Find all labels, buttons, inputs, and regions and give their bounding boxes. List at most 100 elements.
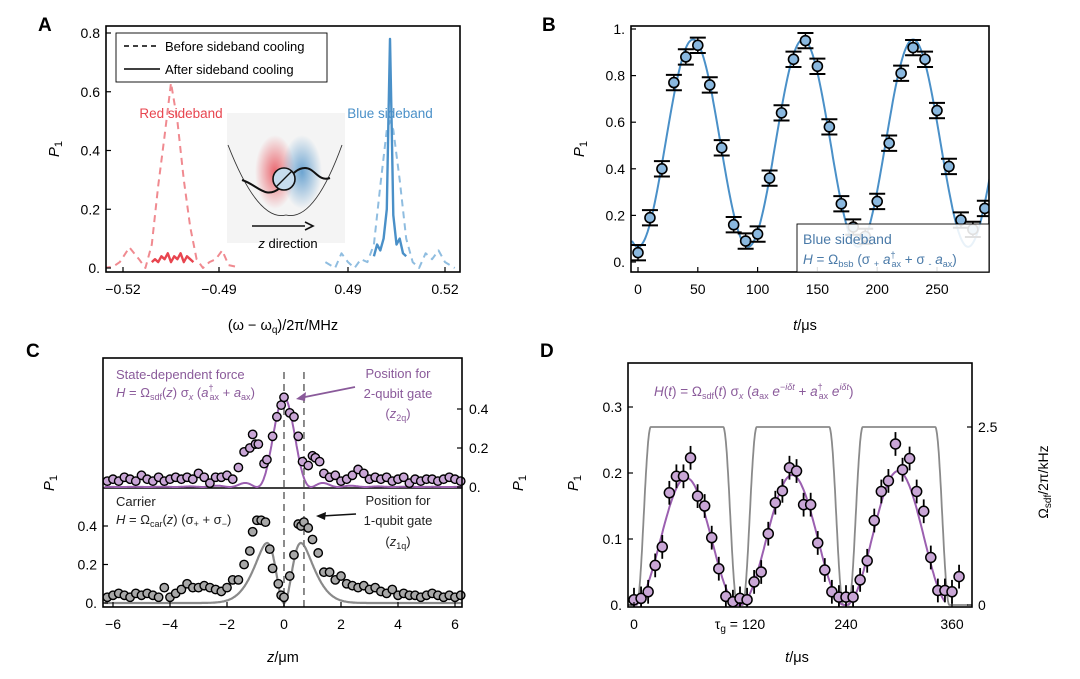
data-point [727,218,740,231]
data-point [751,228,764,240]
x-tick-label: −4 [162,616,178,632]
data-point [799,34,812,47]
carrier-data-point [159,582,170,593]
sdf-data-point [261,454,272,465]
legend-box [796,223,990,273]
z-direction-label: z direction [257,236,317,251]
sdf-formula: H = Ωsdf(z) σx (a† ax + aax) [116,383,255,402]
data-point [691,39,704,52]
red-sideband-label: Red sideband [139,106,222,121]
data-point [644,211,656,224]
data-point [811,60,824,73]
data-point [907,41,919,54]
carrier-data-point [279,592,289,603]
y-tick-label: 0. [85,595,97,611]
data-point [642,586,654,598]
panel-c-frame [102,357,463,608]
x-tick-label: 2 [337,616,345,632]
series-line-3 [372,37,408,258]
panel-b-xlabel: t/μs [793,318,817,334]
sdf-data-point [187,474,198,485]
data-point [895,67,907,80]
carrier-data-point [222,582,232,593]
z1q-arrow [321,513,357,517]
x-tick-label: 50 [690,281,706,297]
data-point [787,53,800,66]
z1q-annotation-line3: (z1q) [385,534,410,551]
x-tick-label: 0 [634,281,642,297]
arrow-head-icon [304,221,315,231]
data-point [868,514,881,527]
panel-a-series [106,37,456,269]
carrier-data-point [284,571,295,581]
y-tick-label: 0.2 [606,207,626,223]
x-tick-label: 0.49 [334,281,361,297]
panel-label-d: D [540,341,554,362]
y-tick-label: 0.2 [81,201,101,217]
sdf-data-point [358,468,369,479]
carrier-data-point [455,590,466,601]
sdf-data-point [347,470,358,481]
y-tick-label: 0. [610,597,622,613]
data-point [883,137,895,149]
x-tick-label: −2 [219,616,235,632]
z2q-annotation-line1: Position for [365,366,431,381]
panel-d-axes: 0. 0.1 0.2 0.3 0 2.5 0 τg = 120 240 360 [603,399,998,635]
x-tick-label: 0 [630,616,638,632]
legend-box [115,32,328,83]
carrier-data-point [313,548,324,558]
sdf-data-point [267,431,278,442]
y-tick-label: 0.4 [81,143,101,159]
carrier-data-point [244,546,255,556]
x-tick-label: 240 [834,616,858,632]
carrier-data-point [273,578,284,589]
sdf-data-point [303,460,314,471]
carrier-data-point [239,559,250,570]
sdf-data-point [398,472,409,483]
carrier-data-point [336,571,346,581]
panel-d-xlabel: t/μs [785,650,809,666]
data-point [854,574,866,586]
legend-title: Blue sideband [803,231,892,247]
sdf-data-point [247,429,258,440]
data-point [943,160,955,173]
panel-a-axes: 0. 0.2 0.4 0.6 0.8 −0.52 −0.49 0.49 0.52 [81,25,459,297]
data-point [691,490,704,502]
carrier-data-point [153,592,164,603]
sdf-data-point [330,470,341,481]
x-tick-label: 250 [925,281,949,297]
data-point [705,531,718,544]
panel-a-legend: Before sideband cooling After sideband c… [115,32,328,83]
sdf-data-point [253,439,264,449]
sdf-data-point [455,476,466,487]
z2q-arrow [299,386,356,399]
arrow-head-icon [316,512,326,520]
data-point [677,470,690,483]
y-tick-label-right: 0. [469,479,481,495]
sdf-data-point [289,411,299,422]
carrier-data-point [264,544,275,554]
sdf-title: State-dependent force [116,367,245,382]
data-point [775,107,788,119]
data-point [715,142,728,154]
z2q-annotation-line2: 2-qubit gate [364,386,433,401]
data-point [889,438,902,450]
data-point [762,527,775,540]
carrier-data-point [324,567,335,578]
z2q-annotation-line3: (z2q) [385,406,410,423]
carrier-title: Carrier [116,494,156,509]
data-point [804,498,817,511]
x-tick-label: 6 [451,616,459,632]
y-tick-label: 0.8 [81,25,101,41]
panel-d-ylabel: P1 [565,475,584,491]
panel-a-ylabel: P1 [46,141,65,157]
data-point [861,555,873,567]
x-tick-label: 0 [280,616,288,632]
x-tick-label: −6 [105,616,121,632]
y-tick-label-right: 0 [978,597,986,613]
sdf-data-point [204,478,215,488]
data-point [632,246,644,259]
carrier-data-point [307,534,318,545]
carrier-data-point [387,584,398,595]
sdf-data-point [271,411,282,422]
